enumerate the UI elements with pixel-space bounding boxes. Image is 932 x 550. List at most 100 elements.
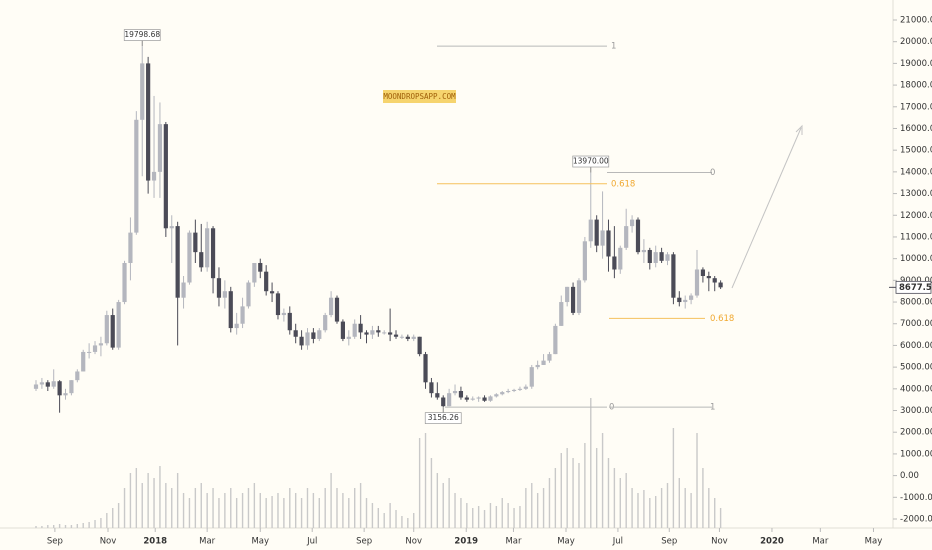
volume-bar xyxy=(354,488,356,528)
volume-bar xyxy=(277,493,279,528)
volume-bar xyxy=(365,498,368,528)
x-tick-label: Sep xyxy=(661,537,677,547)
candle-body xyxy=(252,262,257,283)
extreme-label: 3156.26 xyxy=(428,413,459,422)
volume-bar xyxy=(578,463,580,528)
volume-bar xyxy=(719,508,722,528)
volume-bar xyxy=(194,488,197,528)
volume-bar xyxy=(135,468,138,528)
volume-bar xyxy=(259,493,261,528)
volume-bar xyxy=(696,433,698,528)
candle-body xyxy=(92,345,98,352)
candle-body xyxy=(187,232,192,283)
y-tick-label: 15000.00 xyxy=(900,146,932,156)
volume-bar xyxy=(442,483,444,528)
volume-bar xyxy=(330,473,332,528)
x-tick-label: Sep xyxy=(356,537,372,547)
candle-body xyxy=(612,256,617,270)
y-tick-label: 17000.00 xyxy=(900,102,932,112)
candle-body xyxy=(299,336,304,346)
x-tick-label: Mar xyxy=(812,537,829,547)
candle-body xyxy=(517,388,523,390)
candle-body xyxy=(393,334,399,337)
volume-bar xyxy=(112,508,114,528)
volume-bar xyxy=(324,488,326,528)
volume-bar xyxy=(224,493,226,528)
candle-body xyxy=(399,336,405,338)
volume-bar xyxy=(182,493,185,528)
volume-bar xyxy=(684,488,686,528)
x-tick-label: Nov xyxy=(711,537,728,547)
y-tick-label: 0.00 xyxy=(900,471,919,481)
candle-body xyxy=(293,330,298,337)
candle-body xyxy=(482,397,487,401)
candle-body xyxy=(576,280,582,313)
candle-body xyxy=(163,124,168,229)
candle-body xyxy=(677,297,682,303)
volume-bar xyxy=(235,498,238,528)
y-tick-label: 21000.00 xyxy=(900,16,932,26)
candle-body xyxy=(535,364,540,368)
volume-bar xyxy=(153,478,155,528)
volume-bar xyxy=(714,498,716,528)
candle-body xyxy=(81,351,86,372)
candle-body xyxy=(146,63,151,181)
volume-bar xyxy=(631,488,633,528)
candle-body xyxy=(624,226,629,248)
candle-body xyxy=(671,254,676,298)
candle-body xyxy=(75,371,80,381)
volume-bar xyxy=(106,513,108,528)
candle-body xyxy=(594,219,599,246)
volume-bar xyxy=(82,523,84,528)
y-tick-label: -1000.00 xyxy=(900,493,932,503)
candle-body xyxy=(358,323,363,333)
candle-body xyxy=(151,171,157,181)
volume-bar xyxy=(690,493,692,528)
candle-body xyxy=(647,249,652,263)
candle-body xyxy=(447,393,452,407)
candle-body xyxy=(110,315,115,348)
candle-body xyxy=(45,382,50,387)
volume-bar xyxy=(489,503,492,528)
y-tick-label: 4000.00 xyxy=(900,384,932,394)
y-tick-label: 16000.00 xyxy=(900,124,932,134)
volume-bar xyxy=(129,473,132,528)
candle-body xyxy=(281,312,286,316)
candle-body xyxy=(683,299,688,303)
candle-body xyxy=(222,291,227,298)
fib-label: 1 xyxy=(710,403,715,413)
candle-body xyxy=(104,315,109,344)
volume-bar xyxy=(472,508,474,528)
volume-bar xyxy=(507,503,509,528)
candle-body xyxy=(122,262,127,303)
candle-body xyxy=(553,325,558,355)
candle-body xyxy=(529,367,534,387)
candle-body xyxy=(234,323,239,329)
volume-bar xyxy=(35,526,37,528)
extreme-label-box xyxy=(123,29,161,41)
candle-body xyxy=(706,276,711,279)
volume-bar xyxy=(359,483,362,528)
candle-body xyxy=(205,228,210,268)
volume-bar xyxy=(94,520,96,528)
candle-body xyxy=(246,282,251,307)
volume-bar xyxy=(64,525,67,528)
volume-bar xyxy=(383,513,385,528)
volume-bar xyxy=(253,483,256,528)
watermark-box xyxy=(383,90,456,103)
candle-body xyxy=(700,269,706,277)
volume-bar xyxy=(595,448,598,528)
candle-body xyxy=(606,230,611,257)
volume-bar xyxy=(454,493,456,528)
volume-bar xyxy=(47,525,49,528)
volume-bar xyxy=(123,488,126,528)
volume-bar xyxy=(230,488,232,528)
volume-bar xyxy=(572,458,574,528)
candle-body xyxy=(128,232,133,263)
candle-body xyxy=(69,380,74,394)
volume-bar xyxy=(460,498,462,528)
candle-body xyxy=(157,124,163,172)
candle-body xyxy=(140,63,145,120)
